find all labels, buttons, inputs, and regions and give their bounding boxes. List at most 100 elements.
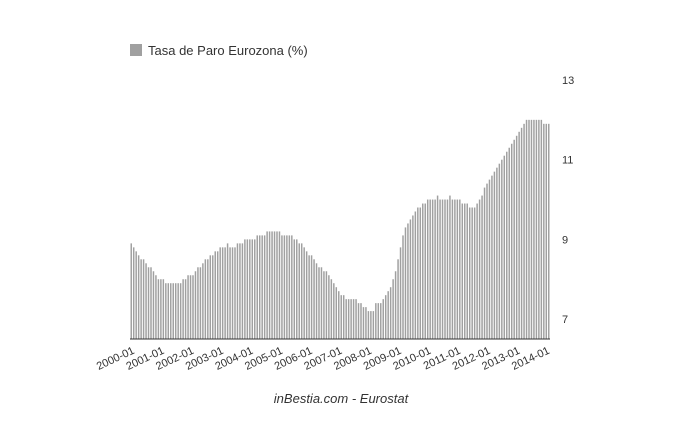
bar xyxy=(424,203,426,339)
bar xyxy=(325,271,328,339)
bar xyxy=(323,271,325,339)
bar xyxy=(152,271,155,339)
bar xyxy=(291,235,293,339)
bar xyxy=(483,187,486,339)
bar xyxy=(216,251,219,339)
bar xyxy=(160,279,162,339)
bar xyxy=(347,299,350,339)
bar xyxy=(132,247,135,339)
bar xyxy=(137,255,140,339)
bar xyxy=(506,151,508,339)
bar xyxy=(263,235,266,339)
bar xyxy=(382,299,384,339)
bar xyxy=(436,195,439,339)
bar xyxy=(333,283,335,339)
bar xyxy=(345,299,347,339)
bar xyxy=(226,243,229,339)
bar xyxy=(399,247,402,339)
bar xyxy=(355,299,357,339)
bar xyxy=(308,255,310,339)
bar xyxy=(412,215,414,339)
bar xyxy=(488,179,491,339)
bar xyxy=(434,199,436,339)
bar xyxy=(543,123,545,339)
bar xyxy=(375,303,377,339)
bar xyxy=(486,183,488,339)
bar xyxy=(212,255,214,339)
bar xyxy=(431,199,434,339)
bar xyxy=(464,203,466,339)
bar xyxy=(540,119,543,339)
bar xyxy=(157,279,160,339)
bar xyxy=(444,199,446,339)
bar xyxy=(241,243,244,339)
bar xyxy=(508,147,510,339)
bar xyxy=(278,231,281,339)
bar xyxy=(167,283,170,339)
bar xyxy=(177,283,179,339)
bar xyxy=(365,307,367,339)
bar xyxy=(315,263,318,339)
bar xyxy=(380,303,382,339)
bar xyxy=(187,275,189,339)
bar xyxy=(328,275,330,339)
bar xyxy=(147,267,150,339)
bar xyxy=(303,247,305,339)
bar xyxy=(229,247,231,339)
bar xyxy=(372,311,375,339)
bar xyxy=(515,135,518,339)
bar xyxy=(239,243,241,339)
bar xyxy=(174,283,177,339)
bar xyxy=(402,235,404,339)
bar xyxy=(330,279,333,339)
bar xyxy=(130,243,132,339)
bar xyxy=(476,203,478,339)
bar xyxy=(528,119,530,339)
bar xyxy=(441,199,444,339)
bar xyxy=(192,275,194,339)
bar xyxy=(273,231,276,339)
bar xyxy=(451,199,454,339)
bar xyxy=(439,199,441,339)
bar xyxy=(535,119,538,339)
bar xyxy=(471,207,473,339)
bar xyxy=(150,267,152,339)
bar xyxy=(523,123,525,339)
bar xyxy=(320,267,323,339)
bar xyxy=(409,219,412,339)
bar xyxy=(419,207,422,339)
bar xyxy=(268,231,271,339)
bar xyxy=(417,207,419,339)
bar xyxy=(446,199,449,339)
bar xyxy=(360,303,362,339)
bar xyxy=(155,275,157,339)
bar xyxy=(296,239,298,339)
bar xyxy=(461,203,464,339)
bar xyxy=(503,155,506,339)
bar xyxy=(266,231,268,339)
bar xyxy=(518,131,520,339)
bar xyxy=(513,139,515,339)
bar xyxy=(221,247,224,339)
bar xyxy=(510,143,513,339)
bar xyxy=(140,259,142,339)
bar xyxy=(224,247,226,339)
bar xyxy=(342,295,345,339)
bar xyxy=(162,279,165,339)
bar xyxy=(407,223,409,339)
bar xyxy=(335,287,338,339)
bar xyxy=(286,235,288,339)
bar xyxy=(182,279,184,339)
bar xyxy=(357,303,360,339)
bar xyxy=(459,199,461,339)
legend-label: Tasa de Paro Eurozona (%) xyxy=(148,43,308,58)
bar xyxy=(422,203,424,339)
bar xyxy=(256,235,258,339)
bar xyxy=(545,123,548,339)
bar xyxy=(249,239,251,339)
bar xyxy=(145,263,147,339)
bar xyxy=(276,231,278,339)
bar xyxy=(288,235,291,339)
bar xyxy=(387,291,389,339)
bar xyxy=(170,283,172,339)
